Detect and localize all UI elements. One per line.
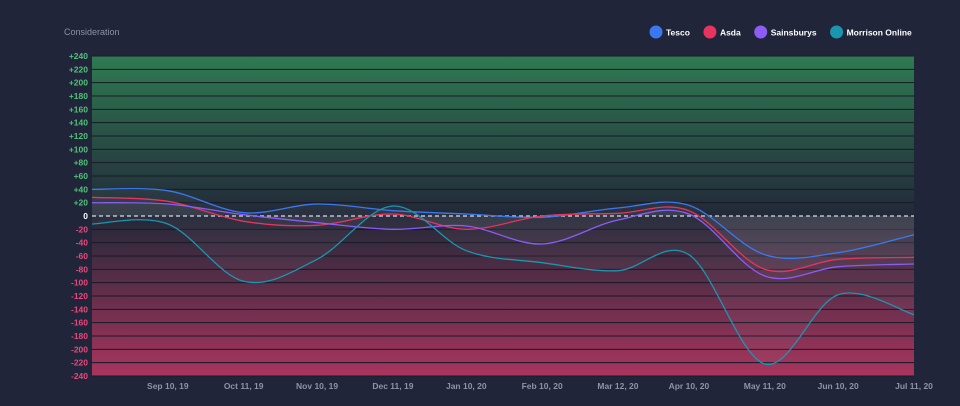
y-tick-label: -100	[71, 278, 88, 288]
series-line-tesco[interactable]	[91, 187, 915, 260]
y-tick-label: -180	[71, 331, 88, 341]
y-tick-label: -80	[76, 264, 89, 274]
y-tick-label: +240	[69, 51, 88, 61]
x-tick-label: Jan 10, 20	[446, 381, 487, 391]
y-tick-label: +20	[74, 198, 89, 208]
y-tick-label: +220	[69, 64, 88, 74]
x-tick-label: Dec 11, 19	[372, 381, 413, 391]
y-tick-label: +80	[74, 158, 89, 168]
legend-label-tesco[interactable]: Tesco	[666, 28, 690, 38]
series-lines	[91, 187, 915, 365]
x-tick-label: Oct 11, 19	[224, 381, 264, 391]
series-line-morrison-online[interactable]	[91, 205, 915, 365]
y-tick-label: +180	[69, 91, 88, 101]
y-tick-label: +60	[74, 171, 89, 181]
y-tick-label: -200	[71, 344, 88, 354]
y-tick-label: -120	[71, 291, 88, 301]
y-tick-label: +160	[69, 104, 88, 114]
x-tick-label: Sep 10, 19	[147, 381, 189, 391]
x-tick-label: Feb 10, 20	[522, 381, 563, 391]
y-tick-label: -220	[71, 358, 88, 368]
legend-label-sainsburys[interactable]: Sainsburys	[771, 28, 817, 38]
y-tick-label: -60	[76, 251, 89, 261]
y-tick-label: +140	[69, 118, 88, 128]
y-tick-label: +120	[69, 131, 88, 141]
x-tick-label: Mar 12, 20	[597, 381, 638, 391]
y-tick-label: 0	[83, 211, 88, 221]
legend: Tesco Asda Sainsburys Morrison Online	[649, 25, 912, 39]
legend-label-morrison-online[interactable]: Morrison Online	[847, 28, 912, 38]
x-tick-label: Apr 10, 20	[669, 381, 710, 391]
legend-marker-asda[interactable]	[703, 25, 717, 39]
legend-marker-tesco[interactable]	[649, 25, 663, 39]
x-tick-label: May 11, 20	[744, 381, 786, 391]
legend-marker-morrison-online[interactable]	[830, 25, 844, 39]
y-tick-label: -140	[71, 304, 88, 314]
y-tick-label: -160	[71, 318, 88, 328]
grid	[92, 55, 914, 377]
series-line-sainsburys[interactable]	[91, 202, 915, 280]
x-axis: Sep 10, 19 Oct 11, 19 Nov 10, 19 Dec 11, 19…	[147, 381, 933, 391]
series-line-asda[interactable]	[91, 196, 915, 273]
y-tick-label: -40	[76, 238, 89, 248]
x-tick-label: Nov 10, 19	[296, 381, 338, 391]
y-axis: -240-220-200-180-160-140-120-100-80-60-4…	[69, 51, 88, 381]
x-tick-label: Jul 11, 20	[895, 381, 933, 391]
chart-title: Consideration	[64, 27, 120, 37]
y-tick-label: +100	[69, 144, 88, 154]
y-tick-label: +40	[74, 184, 89, 194]
y-tick-label: -20	[76, 224, 89, 234]
x-tick-label: Jun 10, 20	[818, 381, 859, 391]
legend-label-asda[interactable]: Asda	[720, 28, 741, 38]
legend-marker-sainsburys[interactable]	[754, 25, 768, 39]
y-tick-label: -240	[71, 371, 88, 381]
y-tick-label: +200	[69, 78, 88, 88]
